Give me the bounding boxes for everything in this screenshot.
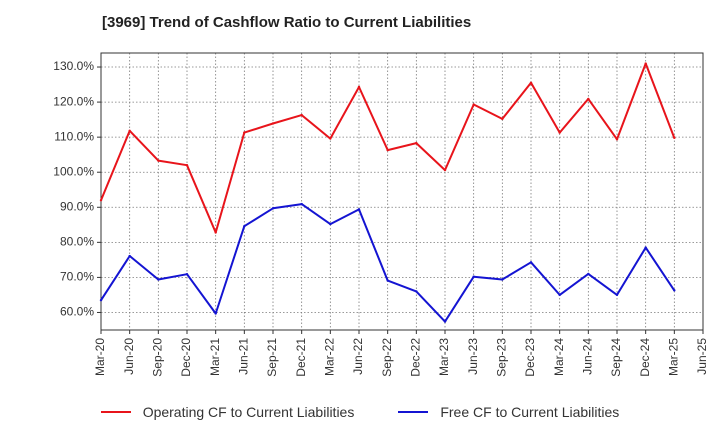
operating-cf-point [587,97,590,101]
x-tick-label: Jun-21 [237,338,251,375]
operating-cf-point [271,122,275,125]
free-cf-point [271,207,275,210]
x-tick-label: Mar-24 [552,338,566,376]
x-tick-label: Jun-20 [122,338,136,375]
plot-frame [100,52,704,331]
x-tick-label: Mar-20 [93,338,107,376]
x-tick-label: Jun-23 [466,338,480,375]
y-tick-label: 120.0% [53,94,94,108]
x-tick-label: Dec-24 [638,338,652,377]
free-cf-point [558,293,561,297]
operating-cf-point [644,62,647,65]
y-tick-label: 80.0% [60,235,94,249]
axes [97,52,704,334]
x-tick-label: Dec-22 [409,338,423,377]
free-cf-point [157,278,160,281]
x-tick-label: Sep-24 [609,338,623,377]
x-tick-label: Jun-22 [351,338,365,375]
operating-cf-point [128,129,131,133]
operating-cf-point [673,136,676,140]
free-cf-point [128,254,131,258]
free-cf-point [99,298,103,302]
free-cf-point [185,273,189,276]
free-cf-point [587,272,590,276]
free-cf-point [329,222,332,226]
y-tick-labels: 60.0% 70.0% 80.0% 90.0% 100.0% 110.0% 120.0% 13… [53,59,94,318]
legend-swatch-free-cf [398,411,429,413]
operating-cf-point [99,199,103,202]
x-tick-label: Mar-23 [437,338,451,376]
x-tick-label: Dec-21 [294,338,308,377]
operating-cf-point [157,159,160,162]
y-tick-label: 90.0% [60,199,94,213]
free-cf-point [214,312,217,315]
operating-cf-point [529,81,533,85]
free-cf-point [415,290,418,293]
operating-cf-point [615,138,619,141]
free-cf-point [644,246,647,249]
operating-cf-point [415,141,418,145]
x-tick-labels: Mar-20 Jun-20 Sep-20 Dec-20 Mar-21 Jun-21 Sep-… [93,338,709,377]
x-tick-label: Jun-25 [695,338,709,375]
chart-title: [3969] Trend of Cashflow Ratio to Curren… [102,14,472,31]
x-tick-label: Sep-20 [151,338,165,377]
free-cf-point [243,225,246,228]
legend: Operating CF to Current Liabilities Free… [0,404,720,420]
x-tick-label: Dec-23 [523,338,537,377]
free-cf-point [443,320,447,323]
x-tick-label: Jun-24 [581,338,595,375]
free-cf-point [529,261,533,264]
operating-cf-point [243,131,246,134]
operating-cf-point [357,85,361,89]
y-tick-label: 60.0% [60,305,94,319]
y-tick-label: 70.0% [60,270,94,284]
free-cf-point [357,208,361,211]
free-cf-point [673,289,676,292]
x-tick-label: Sep-22 [380,338,394,377]
x-tick-label: Mar-21 [208,338,222,376]
legend-label-free-cf: Free CF to Current Liabilities [440,404,620,420]
y-tick-label: 130.0% [53,59,94,73]
operating-cf-point [185,164,189,167]
operating-cf-point [501,117,504,121]
free-cf-point [472,275,475,278]
legend-label-operating-cf: Operating CF to Current Liabilities [142,404,355,420]
x-tick-label: Mar-25 [667,338,681,376]
operating-cf-point [558,131,561,134]
operating-cf-point [443,168,447,172]
free-cf-point [386,279,389,282]
operating-cf-point [472,103,475,106]
y-tick-label: 110.0% [54,129,94,143]
operating-cf-point [386,148,389,152]
y-tick-label: 100.0% [53,164,94,178]
x-tick-label: Sep-23 [495,338,509,377]
x-tick-label: Dec-20 [179,338,193,377]
free-cf-point [501,278,504,281]
free-cf-point [300,202,303,206]
operating-cf-point [300,113,303,117]
x-tick-label: Sep-21 [265,338,279,377]
free-cf-point [615,293,619,297]
series-lines [99,62,676,323]
grid [100,53,704,330]
operating-cf-point [329,137,332,140]
x-tick-label: Mar-22 [323,338,337,376]
legend-swatch-operating-cf [100,411,131,413]
legend-item-operating-cf: Operating CF to Current Liabilities [100,404,355,420]
legend-item-free-cf: Free CF to Current Liabilities [398,404,619,420]
operating-cf-point [214,231,217,234]
